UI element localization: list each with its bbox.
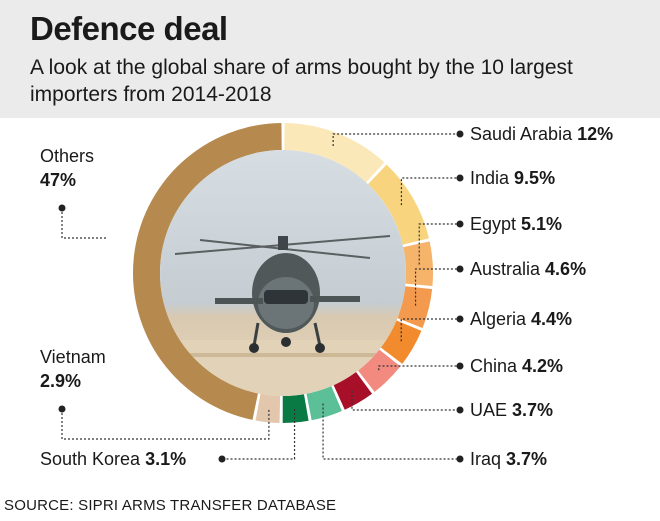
leader-dot-vietnam xyxy=(58,405,66,413)
leader-dot-iraq xyxy=(456,455,464,463)
value-iraq: 3.7% xyxy=(506,449,547,469)
label-algeria: Algeria 4.4% xyxy=(470,309,572,329)
label-uae: UAE 3.7% xyxy=(470,400,553,420)
label-south-korea: South Korea 3.1% xyxy=(40,449,186,469)
label-india: India 9.5% xyxy=(470,168,555,188)
page-subtitle: A look at the global share of arms bough… xyxy=(30,56,573,106)
leader-dot-south-korea xyxy=(218,455,226,463)
label-saudi-arabia: Saudi Arabia 12% xyxy=(470,124,613,144)
donut-slices xyxy=(132,123,434,423)
label-name-saudi-arabia: Saudi Arabia xyxy=(470,124,577,144)
slice-india xyxy=(367,164,429,245)
label-others: Others xyxy=(40,146,94,166)
leader-vietnam xyxy=(61,408,270,440)
label-name-iraq: Iraq xyxy=(470,449,506,469)
slice-algeria xyxy=(380,320,422,364)
value-vietnam: 2.9% xyxy=(40,371,81,391)
leader-iraq xyxy=(322,403,460,460)
donut-chart: Saudi Arabia 12% India 9.5% Egypt 5.1% Aust… xyxy=(40,123,613,469)
value-egypt: 5.1% xyxy=(521,214,562,234)
slice-labels: Saudi Arabia 12% India 9.5% Egypt 5.1% Aust… xyxy=(40,124,613,469)
label-name-india: India xyxy=(470,168,514,188)
leader-australia xyxy=(414,268,460,306)
leader-saudi-arabia xyxy=(332,133,460,147)
leader-south-korea xyxy=(222,409,296,460)
slice-uae xyxy=(333,371,373,410)
chart-panel: Saudi Arabia 12% India 9.5% Egypt 5.1% Aust… xyxy=(10,118,650,486)
slice-saudi-arabia xyxy=(284,123,385,183)
leader-others xyxy=(61,208,108,239)
label-name-china: China xyxy=(470,356,522,376)
value-others: 47% xyxy=(40,170,76,190)
slice-south-korea xyxy=(282,394,309,423)
leader-dot-australia xyxy=(456,265,464,273)
leader-dot-algeria xyxy=(456,315,464,323)
leader-dot-china xyxy=(456,362,464,370)
leader-india xyxy=(400,177,460,206)
leader-dot-india xyxy=(456,174,464,182)
value-saudi-arabia: 12% xyxy=(577,124,613,144)
leader-lines xyxy=(58,130,464,463)
source-note: SOURCE: SIPRI ARMS TRANSFER DATABASE xyxy=(4,497,337,514)
value-australia: 4.6% xyxy=(545,259,586,279)
header-band: Defence deal A look at the global share … xyxy=(0,0,660,118)
leader-dot-others xyxy=(58,204,66,212)
label-iraq: Iraq 3.7% xyxy=(470,449,547,469)
value-china: 4.2% xyxy=(522,356,563,376)
slice-iraq xyxy=(306,386,342,421)
value-uae: 3.7% xyxy=(512,400,553,420)
leader-dot-uae xyxy=(456,406,464,414)
value-south-korea: 3.1% xyxy=(145,449,186,469)
label-egypt: Egypt 5.1% xyxy=(470,214,562,234)
label-australia: Australia 4.6% xyxy=(470,259,586,279)
value-algeria: 4.4% xyxy=(531,309,572,329)
slice-egypt xyxy=(403,241,434,286)
label-china: China 4.2% xyxy=(470,356,563,376)
leader-egypt xyxy=(418,223,460,265)
label-vietnam: Vietnam xyxy=(40,347,106,367)
slice-china xyxy=(358,349,401,392)
leader-algeria xyxy=(400,318,460,342)
label-name-algeria: Algeria xyxy=(470,309,531,329)
slice-others xyxy=(132,123,282,420)
label-name-egypt: Egypt xyxy=(470,214,521,234)
label-name-south-korea: South Korea xyxy=(40,449,145,469)
label-name-australia: Australia xyxy=(470,259,545,279)
label-name-uae: UAE xyxy=(470,400,512,420)
value-india: 9.5% xyxy=(514,168,555,188)
slice-australia xyxy=(397,286,433,328)
leader-dot-saudi-arabia xyxy=(456,130,464,138)
slice-vietnam xyxy=(255,393,281,423)
page-title: Defence deal xyxy=(30,10,228,47)
leader-china xyxy=(378,365,460,371)
leader-dot-egypt xyxy=(456,220,464,228)
